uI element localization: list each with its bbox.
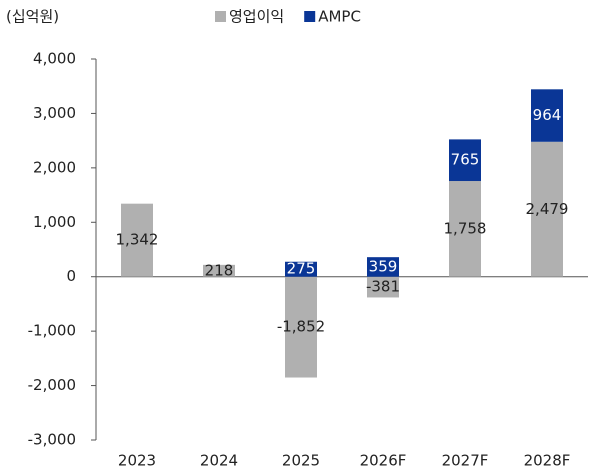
data-label: 765: [451, 151, 480, 169]
x-tick-label: 2028F: [524, 452, 571, 468]
unit-label: (십억원): [6, 8, 59, 26]
bar: [449, 181, 481, 277]
y-tick-label: -2,000: [28, 376, 76, 394]
bar: [449, 139, 481, 182]
bar: [203, 264, 235, 277]
bar: [367, 276, 399, 298]
legend-label: 영업이익: [229, 8, 284, 26]
legend-swatch: [215, 11, 226, 22]
data-label: 218: [205, 261, 234, 279]
x-tick-label: 2025: [282, 452, 320, 468]
legend-swatch: [304, 11, 316, 22]
bar: [121, 203, 153, 277]
y-tick-label: -3,000: [28, 431, 76, 449]
y-tick-label: 3,000: [33, 104, 76, 122]
legend-label: AMPC: [318, 8, 361, 26]
x-tick-label: 2024: [200, 452, 238, 468]
data-label: -381: [366, 278, 400, 296]
data-label: 964: [533, 106, 562, 124]
data-label: 1,758: [444, 219, 487, 237]
bar: [531, 141, 563, 277]
data-label: 1,342: [116, 231, 159, 249]
y-tick-label: 0: [66, 267, 76, 285]
bar: [367, 257, 399, 277]
x-tick-label: 2023: [118, 452, 156, 468]
bar: [285, 261, 317, 277]
y-tick-label: 4,000: [33, 50, 76, 68]
data-label: 2,479: [526, 200, 569, 218]
data-label: 359: [369, 257, 398, 275]
x-tick-label: 2026F: [360, 452, 407, 468]
y-tick-label: 2,000: [33, 158, 76, 176]
y-tick-label: 1,000: [33, 213, 76, 231]
y-tick-label: -1,000: [28, 322, 76, 340]
data-label: 275: [287, 260, 316, 278]
bar: [531, 89, 563, 142]
bar: [285, 276, 317, 378]
x-tick-label: 2027F: [442, 452, 489, 468]
data-label: -1,852: [277, 318, 325, 336]
